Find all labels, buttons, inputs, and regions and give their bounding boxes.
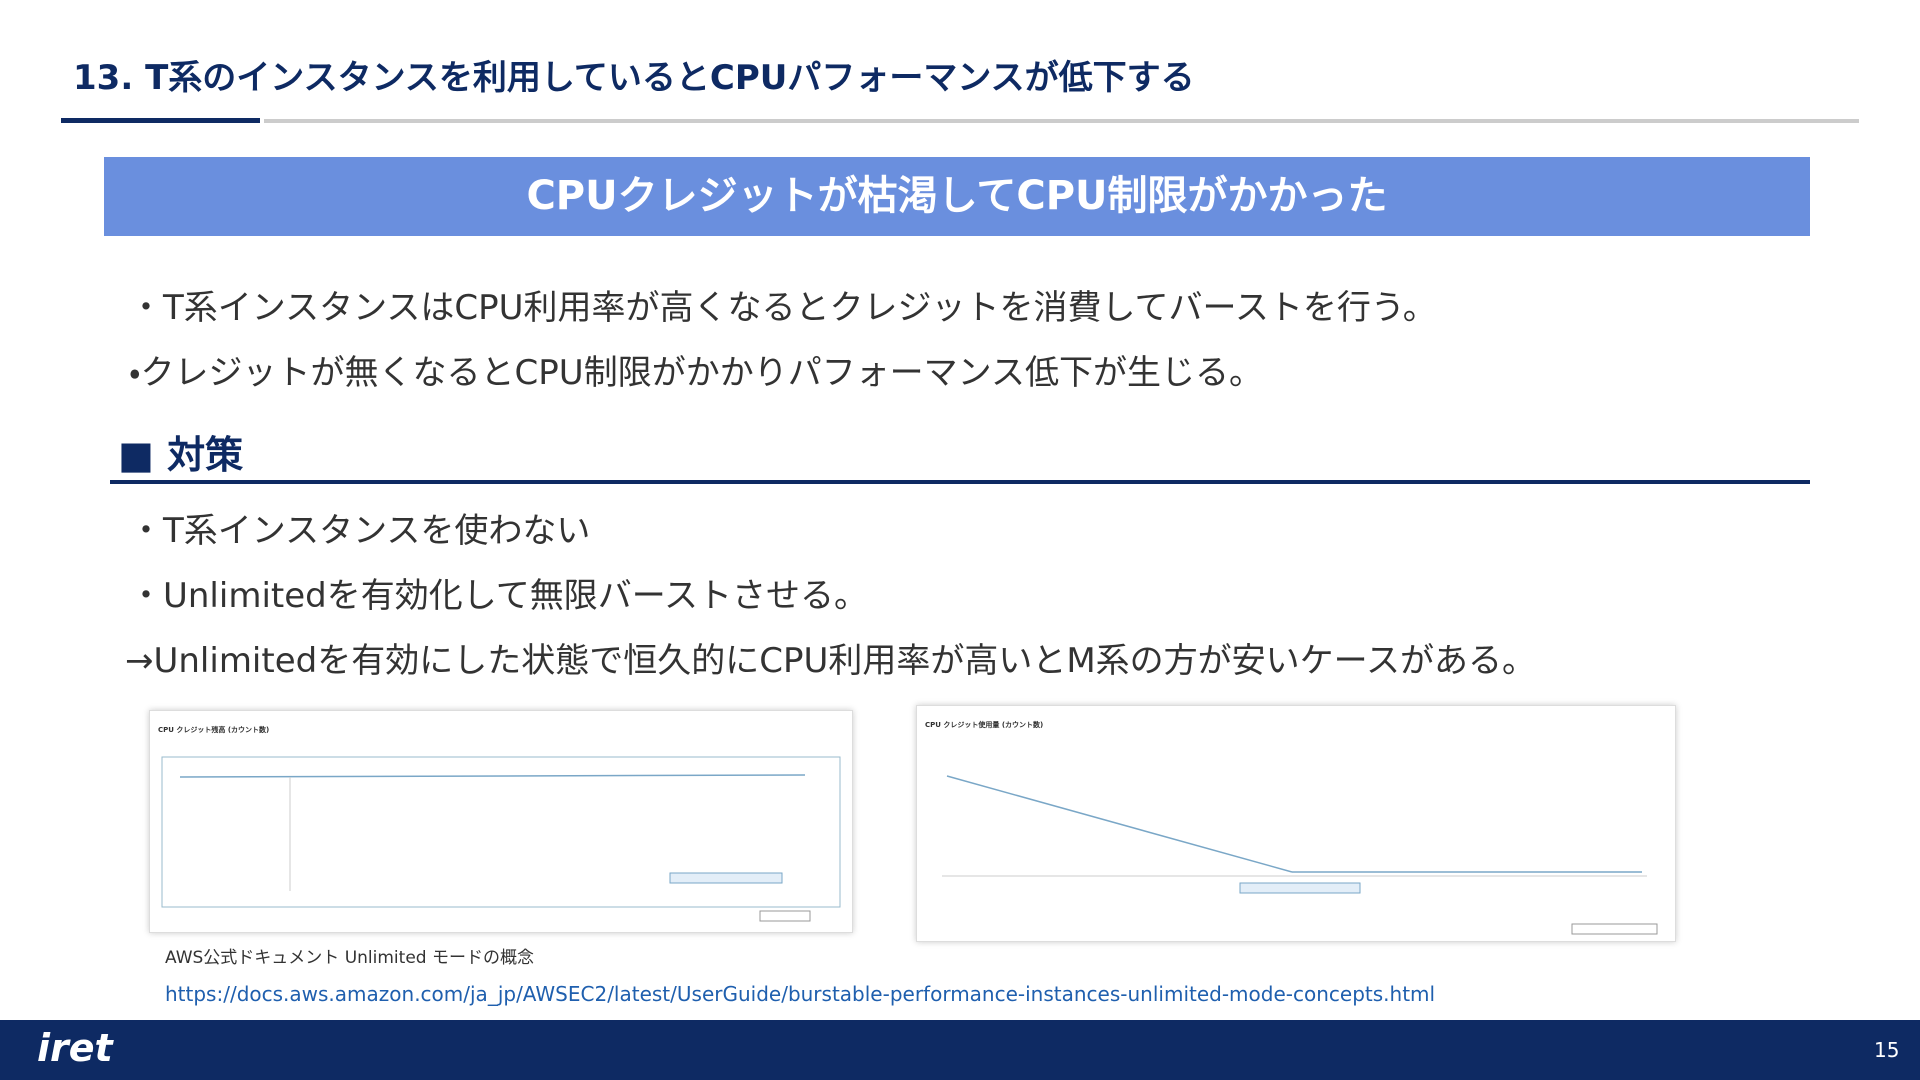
title-rule	[61, 118, 260, 123]
title-rule-gray	[264, 119, 1859, 123]
bullet: ・T系インスタンスはCPU利用率が高くなるとクレジットを消費してバーストを行う。	[129, 288, 1437, 328]
bullet: ・T系インスタンスを使わない	[129, 511, 591, 551]
source-caption: AWS公式ドキュメント Unlimited モードの概念	[165, 948, 534, 968]
logo: iret	[37, 1026, 113, 1070]
bullet: ・Unlimitedを有効化して無限バーストさせる。	[129, 576, 869, 616]
section-heading: ■ 対策	[118, 433, 244, 477]
note: →Unlimitedを有効にした状態で恒久的にCPU利用率が高いとM系の方が安い…	[125, 641, 1536, 681]
page-number: 15	[1874, 1038, 1900, 1062]
screenshot-title: CPU クレジット使用量 (カウント数)	[925, 721, 1044, 729]
slide-title: 13. T系のインスタンスを利用しているとCPUパフォーマンスが低下する	[73, 58, 1195, 98]
screenshot: CPU クレジット使用量 (カウント数)	[916, 705, 1676, 942]
source-url[interactable]: https://docs.aws.amazon.com/ja_jp/AWSEC2…	[165, 982, 1436, 1006]
screenshot-chart	[942, 775, 1658, 935]
footer-bar	[0, 1020, 1920, 1080]
section-rule	[110, 480, 1810, 484]
screenshot-title: CPU クレジット残高 (カウント数)	[158, 726, 270, 734]
bullet: ・クレジットが無くなるとCPU制限がかかりパフォーマンス低下が生じる。	[129, 353, 1264, 393]
screenshot-chart	[161, 756, 841, 922]
banner: CPUクレジットが枯渇してCPU制限がかかった	[104, 157, 1810, 236]
screenshot: CPU クレジット残高 (カウント数)	[149, 710, 853, 933]
